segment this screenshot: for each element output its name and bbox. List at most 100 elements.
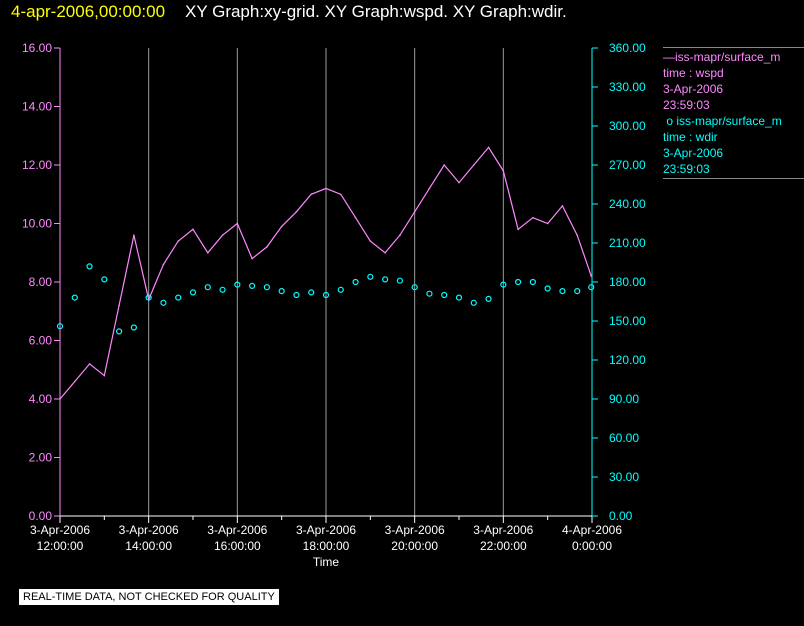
x-tick-label-time: 22:00:00 (480, 539, 527, 553)
y-right-tick-label: 150.00 (609, 314, 646, 328)
wdir-point (574, 288, 581, 295)
wdir-point (470, 299, 477, 306)
wspd-point (162, 263, 165, 266)
wspd-point (221, 234, 224, 236)
y-right-tick-label: 360.00 (609, 41, 646, 55)
legend-wspd-label: time : wspd (663, 66, 724, 80)
wdir-point (352, 278, 359, 286)
wspd-point (118, 304, 120, 307)
y-left-tick-label: 6.00 (29, 334, 53, 348)
x-tick-label-time: 16:00:00 (214, 539, 261, 553)
legend-wspd-date: 3-Apr-2006 (663, 82, 724, 96)
y-left-tick-label: 4.00 (29, 392, 53, 406)
vertical-grid (148, 48, 504, 516)
y-left-tick-label: 14.00 (22, 100, 52, 114)
wspd-point (443, 164, 446, 166)
wspd-point (206, 251, 209, 254)
y-right-tick-label: 60.00 (609, 431, 639, 445)
wspd-point (517, 228, 519, 231)
x-axis-label: Time (313, 555, 340, 569)
x-tick-label-time: 12:00:00 (37, 539, 84, 553)
x-tick-label-time: 14:00:00 (125, 539, 172, 553)
wdir-point (293, 291, 300, 299)
legend-wspd-name: —iss-mapr/surface_m (663, 50, 781, 64)
wdir-point (322, 291, 330, 299)
wdir-point (71, 294, 78, 301)
y-right-tick-label: 0.00 (609, 509, 633, 523)
wspd-point (310, 193, 313, 196)
wdir-point (426, 290, 433, 297)
wdir-point (337, 286, 344, 293)
wdir-point (441, 291, 448, 299)
legend-divider-bottom (663, 178, 804, 179)
header-date: 4-apr-2006,00:00:00 (11, 2, 166, 21)
wspd-point (458, 181, 460, 184)
wdir-point (175, 294, 182, 301)
y-right-tick-label: 120.00 (609, 353, 646, 367)
legend-wdir-time: 23:59:03 (663, 162, 710, 176)
wspd-point (325, 187, 327, 190)
y-left-tick-label: 16.00 (22, 41, 52, 55)
y-left-tick-label: 0.00 (29, 509, 53, 523)
wspd-point (369, 240, 372, 242)
legend-wdir-name: o iss-mapr/surface_m (663, 113, 804, 129)
x-tick-label-time: 20:00:00 (391, 539, 438, 553)
wdir-point (278, 288, 285, 295)
y-left-tick-label: 8.00 (29, 275, 53, 289)
wspd-point (472, 164, 475, 166)
wspd-point (399, 234, 401, 236)
y-left-tick-label: 12.00 (22, 158, 52, 172)
x-tick-label-date: 3-Apr-2006 (30, 523, 90, 537)
legend-wspd-time: 23:59:03 (663, 98, 710, 112)
x-tick-label-time: 18:00:00 (303, 539, 350, 553)
wspd-point (502, 170, 505, 172)
wspd-point (88, 363, 91, 365)
wdir-point (367, 273, 374, 280)
y-left-tick-label: 2.00 (29, 451, 53, 465)
wspd-point (266, 246, 268, 248)
wdir-point (500, 281, 507, 288)
legend-wspd-name-text: iss-mapr/surface_m (675, 50, 781, 64)
wspd-point (354, 216, 357, 219)
wdir-point (116, 328, 123, 335)
wspd-point (487, 146, 490, 149)
wdir-point (485, 295, 492, 302)
quality-notice: REAL-TIME DATA, NOT CHECKED FOR QUALITY (19, 589, 279, 605)
axes: 3-Apr-2006 12:00:00 3-Apr-2006 14:00:00 3-Ap… (22, 41, 646, 569)
wdir-point (189, 289, 197, 296)
x-tick-label-date: 3-Apr-2006 (207, 523, 267, 537)
wdir-point (101, 276, 108, 283)
wdir-series (56, 263, 595, 335)
legend-divider (663, 47, 804, 48)
x-tick-label-date: 3-Apr-2006 (473, 523, 533, 537)
wdir-point (263, 284, 270, 291)
wdir-point (219, 286, 226, 293)
wspd-point (103, 374, 106, 377)
wspd-point (428, 187, 431, 190)
wdir-point (382, 276, 389, 283)
wspd-point (532, 216, 534, 219)
wspd-point (546, 222, 549, 225)
x-tick-label-time: 0:00:00 (572, 539, 612, 553)
y-right-tick-label: 90.00 (609, 392, 639, 406)
wdir-point (204, 284, 211, 291)
x-tick-label-date: 3-Apr-2006 (119, 523, 179, 537)
wdir-point (411, 284, 418, 291)
wspd-point (576, 234, 579, 236)
wspd-point (251, 257, 253, 260)
legend: —iss-mapr/surface_m time : wspd 3-Apr-20… (663, 46, 804, 180)
y-right-tick-label: 210.00 (609, 236, 646, 250)
y-right-tick-label: 300.00 (609, 119, 646, 133)
wdir-point (455, 294, 463, 301)
legend-wdir-label: time : wdir (663, 130, 718, 144)
wdir-point (396, 277, 403, 284)
wdir-point (529, 278, 536, 286)
wdir-point (130, 324, 137, 331)
y-right-tick-label: 240.00 (609, 197, 646, 211)
legend-wdir-marker-icon: o (663, 114, 677, 128)
x-tick-label-date: 3-Apr-2006 (296, 523, 356, 537)
wdir-point (588, 284, 595, 291)
wdir-point (86, 263, 93, 270)
y-left-tick-label: 10.00 (22, 217, 52, 231)
